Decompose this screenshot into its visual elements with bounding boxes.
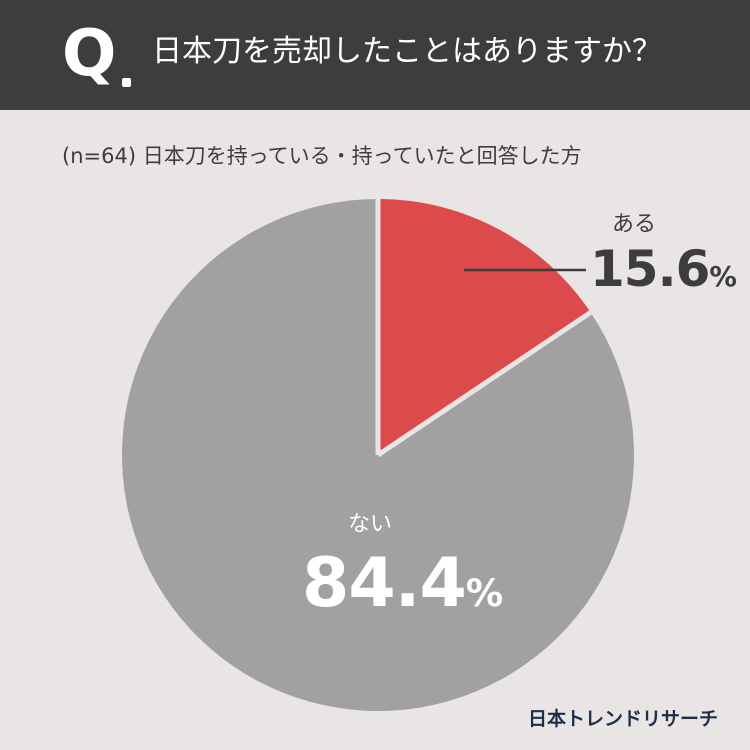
question-text: 日本刀を売却したことはありますか？: [152, 34, 662, 69]
q-mark: Q: [62, 17, 116, 91]
slice-value-nai-number: 84.4: [302, 544, 467, 623]
slice-label-nai: ない: [348, 512, 393, 537]
slice-value-nai-unit: %: [465, 571, 503, 615]
slice-value-nai: 84.4%: [302, 544, 503, 623]
q-dot: [122, 78, 131, 87]
slice-value-aru: 15.6%: [590, 240, 737, 298]
brand-logo: 日本トレンドリサーチ: [528, 708, 719, 730]
sample-note: (n=64) 日本刀を持っている・持っていたと回答した方: [62, 144, 582, 168]
slice-separator: [376, 310, 593, 458]
slice-label-aru: ある: [612, 212, 657, 237]
pie-slice-aru: [378, 199, 591, 455]
slice-value-aru-unit: %: [709, 261, 737, 293]
slice-value-aru-number: 15.6: [590, 240, 710, 298]
question-header: Q 日本刀を売却したことはありますか？: [0, 0, 750, 110]
